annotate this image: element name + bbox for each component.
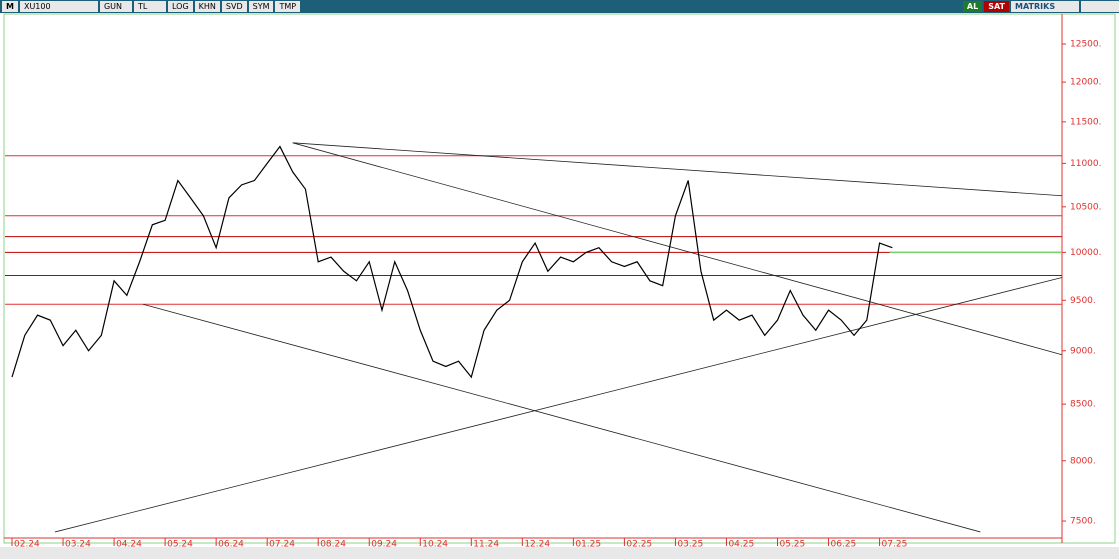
chart-frame [3, 13, 1116, 544]
y-tick-label: 9500. [1070, 296, 1096, 306]
x-tick-label: 01.25 [575, 540, 601, 550]
y-tick-label: 9000. [1070, 346, 1096, 356]
button[interactable]: SVD [221, 1, 247, 12]
y-tick-label: 10500. [1070, 202, 1102, 212]
x-tick-label: 05.25 [779, 540, 805, 550]
x-tick-label: 03.24 [65, 540, 91, 550]
y-tick-label: 12000. [1070, 78, 1102, 88]
y-tick-label: 8000. [1070, 456, 1096, 466]
y-tick-label: 11000. [1070, 159, 1102, 169]
y-tick-label: 10000. [1070, 248, 1102, 258]
brand[interactable]: MATRIKS [1011, 1, 1079, 12]
symbol[interactable]: XU100 [19, 1, 98, 12]
button[interactable]: SYM [248, 1, 274, 12]
button[interactable]: GUN [99, 1, 132, 12]
x-tick-label: 11.24 [473, 540, 499, 550]
x-tick-label: 10.24 [422, 540, 448, 550]
x-tick-label: 05.24 [167, 540, 193, 550]
x-tick-label: 03.25 [677, 540, 703, 550]
trendline [54, 277, 1063, 533]
x-tick-label: 06.25 [831, 540, 857, 550]
y-tick-label: 8500. [1070, 400, 1096, 410]
button[interactable]: LOG [167, 1, 193, 12]
x-tick-label: 07.24 [269, 540, 295, 550]
y-tick-label: 11500. [1070, 117, 1102, 127]
chart: 7500. 8000. 8500. 9000. 9500. 10000. 10500. 110… [0, 13, 1119, 559]
x-tick-label: 06.24 [218, 540, 244, 550]
button[interactable]: TMP [275, 1, 301, 12]
toolbar: M XU100 GUN TL LOG KHN SVD SYM TMP AL SA… [0, 0, 1119, 13]
trendline [142, 303, 981, 533]
x-tick-label: 09.24 [371, 540, 397, 550]
x-tick-label: 02.24 [14, 540, 40, 550]
y-tick-label: 12500. [1070, 39, 1102, 49]
price-line [11, 145, 893, 379]
logo[interactable]: M [2, 1, 18, 12]
x-tick-label: 12.24 [524, 540, 550, 550]
scrollbar[interactable] [0, 547, 1119, 559]
x-tick-label: 07.25 [882, 540, 908, 550]
y-tick-label: 7500. [1070, 517, 1096, 527]
button[interactable]: KHN [194, 1, 220, 12]
x-tick-label: 04.25 [728, 540, 754, 550]
buy-button[interactable]: AL [962, 1, 983, 12]
x-tick-label: 04.24 [116, 540, 142, 550]
x-tick-label: 02.25 [626, 540, 652, 550]
button[interactable]: TL [133, 1, 166, 12]
x-tick-label: 08.24 [320, 540, 346, 550]
window-button[interactable] [1081, 1, 1119, 12]
sell-button[interactable]: SAT [984, 1, 1009, 12]
trendline [292, 142, 1063, 356]
trendline [292, 142, 1063, 197]
